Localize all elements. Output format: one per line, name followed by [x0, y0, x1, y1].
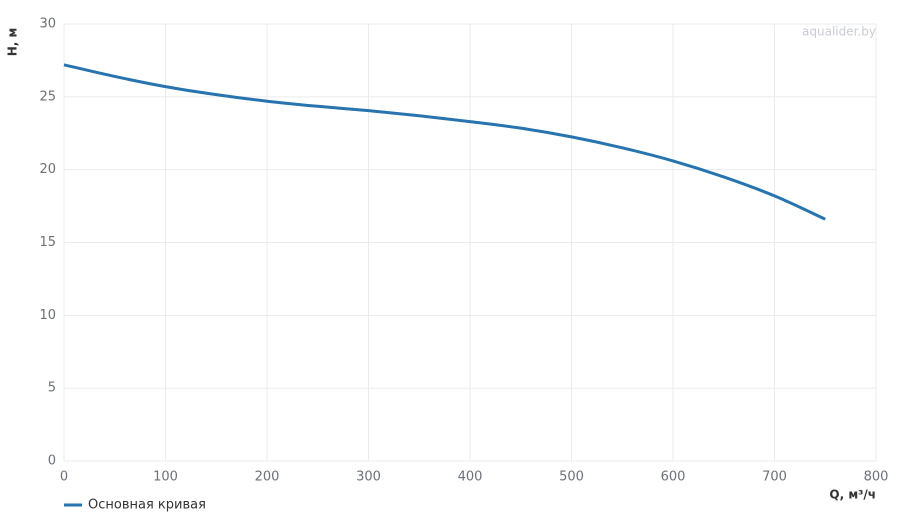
- y-tick-label: 30: [39, 17, 56, 32]
- line-series: [63, 63, 826, 221]
- x-tick-label: 500: [559, 470, 584, 485]
- y-tick-label: 15: [39, 235, 56, 250]
- y-tick-label: 20: [39, 162, 56, 177]
- x-tick-label: 0: [60, 470, 68, 485]
- y-tick-label: 5: [48, 381, 56, 396]
- y-tick-label: 25: [39, 89, 56, 104]
- y-tick-label: 0: [48, 454, 56, 469]
- x-tick-label: 200: [255, 470, 280, 485]
- watermark: aqualider.by: [802, 25, 876, 39]
- x-tick-label: 400: [458, 470, 483, 485]
- y-tick-label: 10: [39, 308, 56, 323]
- y-axis-label: H, м: [6, 28, 20, 57]
- x-tick-label: 300: [356, 470, 381, 485]
- legend-label: Основная кривая: [88, 498, 206, 513]
- x-tick-label: 100: [153, 470, 178, 485]
- x-tick-label: 600: [661, 470, 686, 485]
- x-axis-label: Q, м³/ч: [829, 488, 876, 502]
- x-tick-label: 700: [762, 470, 787, 485]
- x-tick-label: 800: [864, 470, 889, 485]
